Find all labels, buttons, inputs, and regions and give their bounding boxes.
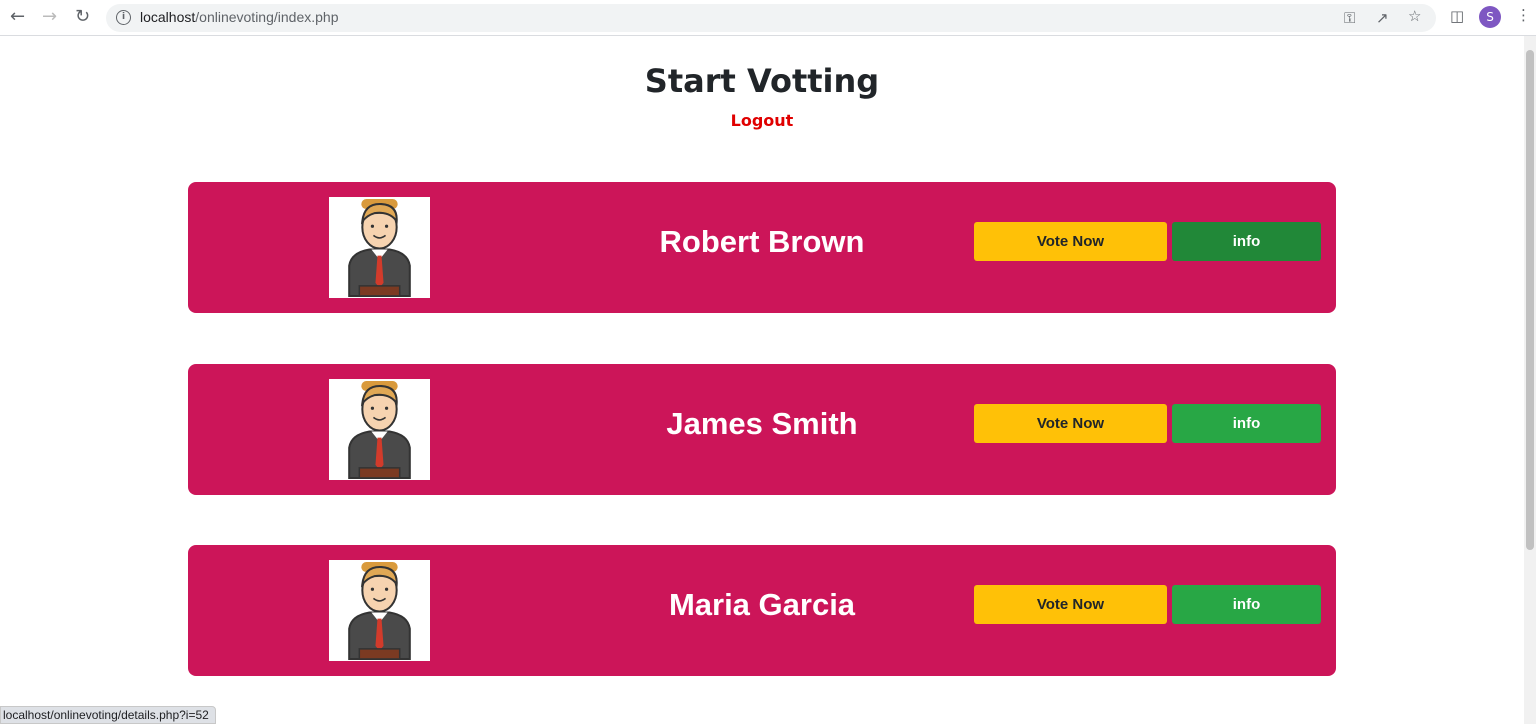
- scrollbar[interactable]: [1524, 36, 1536, 724]
- profile-avatar[interactable]: S: [1479, 6, 1501, 28]
- vote-now-button[interactable]: Vote Now: [974, 404, 1167, 443]
- candidate-name: Robert Brown: [659, 224, 865, 259]
- url-host: localhost: [140, 9, 196, 25]
- url-path: /onlinevoting/index.php: [195, 9, 339, 25]
- page-title: Start Votting: [644, 62, 880, 100]
- candidate-name: James Smith: [666, 406, 858, 441]
- key-icon[interactable]: ⚿: [1344, 9, 1356, 27]
- site-info-icon[interactable]: i: [116, 10, 131, 25]
- browser-toolbar: ← → ↻ i localhost/onlinevoting/index.php…: [0, 0, 1536, 36]
- info-button[interactable]: info: [1172, 222, 1321, 261]
- scrollbar-thumb[interactable]: [1526, 50, 1534, 550]
- logout-link[interactable]: Logout: [730, 111, 794, 130]
- candidate-card: Robert Brown Vote Now info: [188, 182, 1336, 313]
- forward-icon[interactable]: →: [42, 6, 58, 27]
- candidate-photo: [329, 560, 430, 661]
- candidate-photo: [329, 379, 430, 480]
- info-button[interactable]: info: [1172, 404, 1321, 443]
- candidate-photo: [329, 197, 430, 298]
- candidate-name: Maria Garcia: [668, 587, 856, 622]
- share-icon[interactable]: ↗: [1376, 9, 1389, 27]
- status-bar-url: localhost/onlinevoting/details.php?i=52: [0, 706, 216, 724]
- address-bar[interactable]: i localhost/onlinevoting/index.php ⚿ ↗ ☆: [106, 4, 1436, 32]
- vote-now-button[interactable]: Vote Now: [974, 222, 1167, 261]
- candidate-card: James Smith Vote Now info: [188, 364, 1336, 495]
- info-button[interactable]: info: [1172, 585, 1321, 624]
- reload-icon[interactable]: ↻: [75, 6, 91, 27]
- back-icon[interactable]: ←: [10, 6, 26, 27]
- star-icon[interactable]: ☆: [1408, 7, 1422, 25]
- vote-now-button[interactable]: Vote Now: [974, 585, 1167, 624]
- side-panel-icon[interactable]: ◫: [1450, 7, 1465, 25]
- candidate-card: Maria Garcia Vote Now info: [188, 545, 1336, 676]
- menu-icon[interactable]: ⋮: [1516, 6, 1531, 24]
